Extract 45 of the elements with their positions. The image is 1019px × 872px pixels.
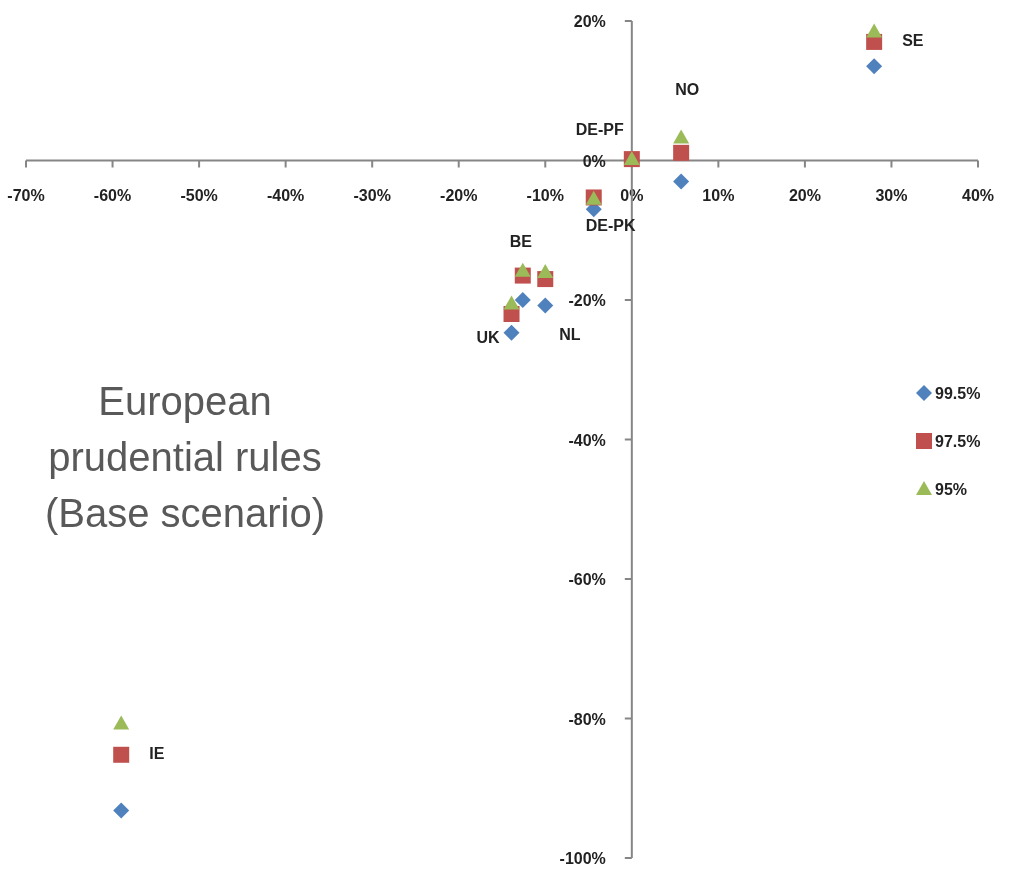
annotation: BE [509,232,533,250]
x-tick-label: -20% [440,186,478,204]
y-tick-label: -60% [568,571,606,588]
point [537,264,554,279]
y-tick-label: -40% [568,431,606,449]
annotation: NO [675,81,700,99]
point [866,23,883,38]
legend-label: 97.5% [935,433,981,450]
x-tick-label: 40% [961,186,995,204]
x-tick-label: 20% [788,186,821,204]
point [866,58,883,75]
annotation: UK [476,328,500,346]
y-tick-label: 0% [582,152,606,170]
point [673,144,690,161]
x-tick-label: 30% [875,186,908,204]
point [113,802,130,819]
point [503,295,520,310]
annotation: SE [902,31,924,49]
point [514,262,531,277]
x-tick-label: 10% [702,186,735,204]
point [537,297,554,314]
x-tick-label: -40% [266,186,305,204]
point [113,746,130,763]
legend-label: 95% [935,481,968,498]
y-tick-label: -80% [568,710,606,728]
legend-label: 99.5% [935,385,981,402]
y-tick-label: 20% [573,13,606,30]
point [673,129,690,144]
annotation: DE-PF [575,121,625,139]
annotation: DE-PK [585,216,636,234]
x-tick-label: -70% [7,186,45,204]
point [113,715,130,730]
x-tick-label: -10% [526,186,564,204]
y-tick-label: -20% [568,292,606,309]
annotation: IE [149,744,165,762]
annotation: European prudential rules (Base scenario) [44,379,326,535]
point [673,173,690,190]
point [514,292,531,308]
x-tick-label: -50% [180,186,218,204]
x-tick-label: -60% [93,186,132,204]
annotation: NL [559,325,581,343]
x-tick-label: -30% [353,186,391,204]
x-tick-label: 0% [620,186,644,204]
point [503,324,520,341]
y-tick-label: -100% [559,850,606,867]
